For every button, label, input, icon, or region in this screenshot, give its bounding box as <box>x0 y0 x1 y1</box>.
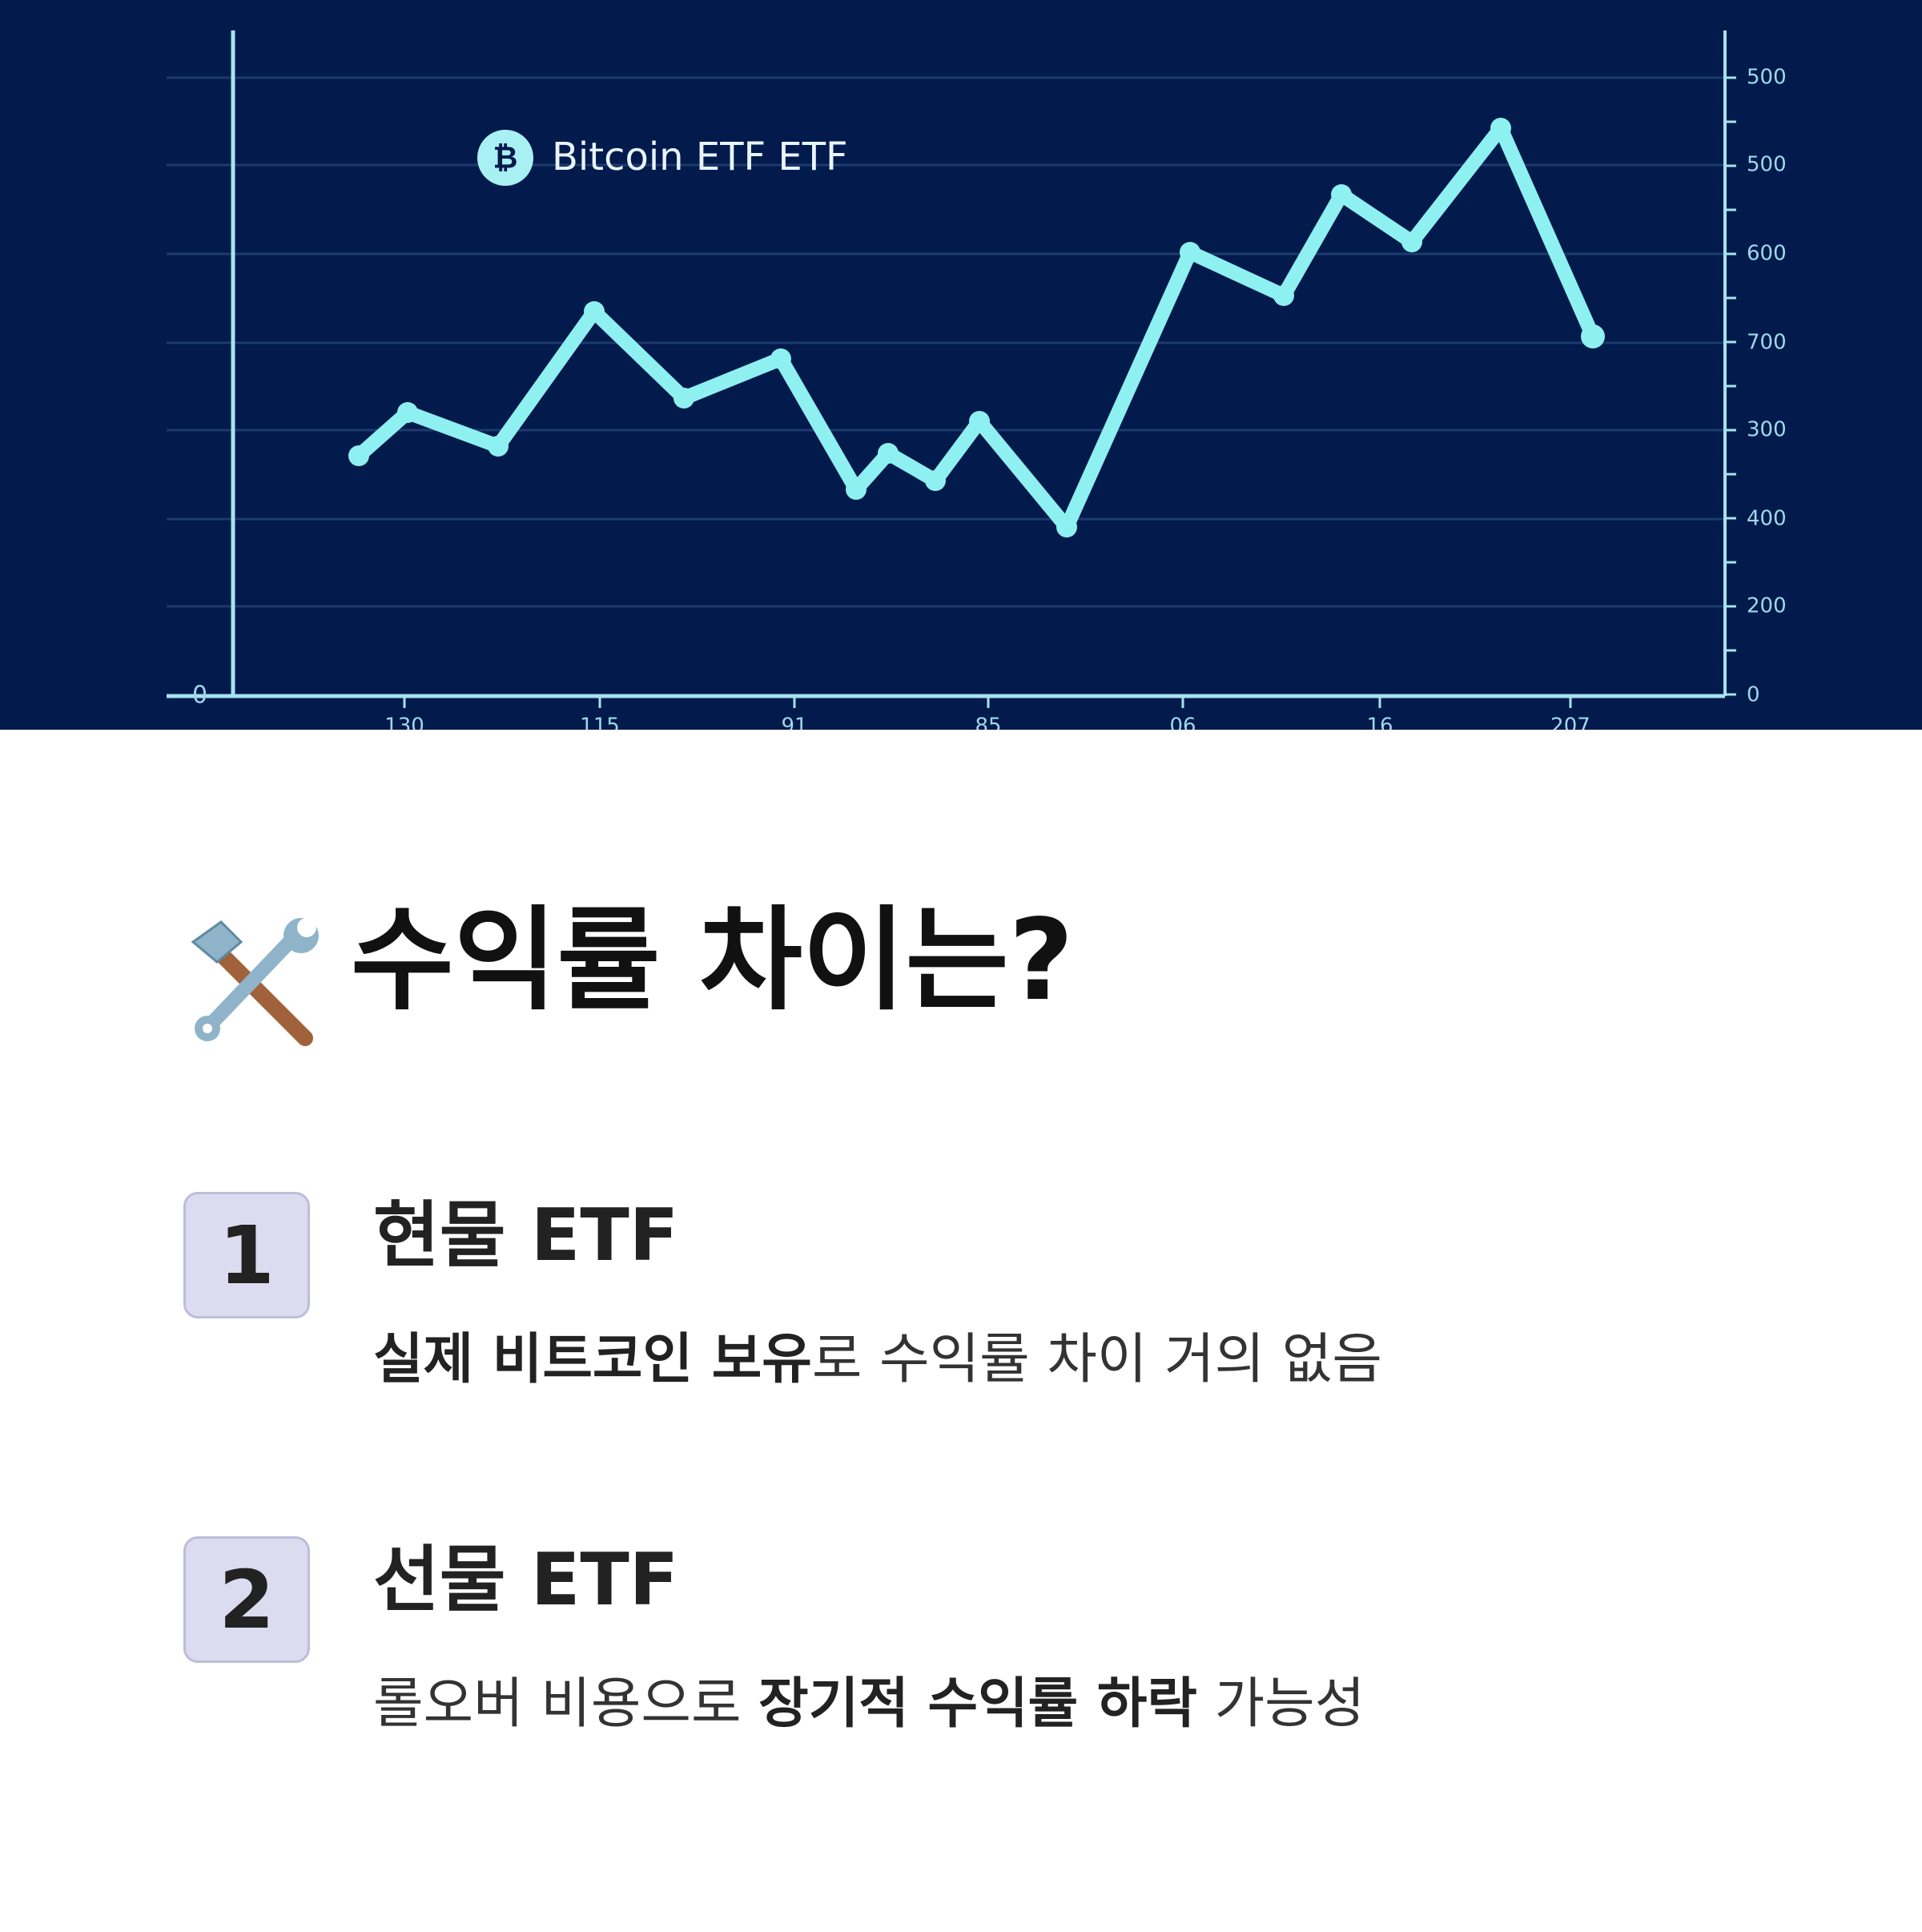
body-text: 롤오버 비용으로 <box>373 1672 759 1736</box>
tools-icon <box>191 918 319 1046</box>
emphasis-text: 장기적 수익률 하락 <box>758 1672 1197 1736</box>
bottom-label: 16 <box>1366 714 1393 731</box>
bottom-label: 85 <box>975 714 1001 731</box>
grid: 130 115 91 85 06 16 207 <box>167 76 1736 731</box>
bottom-label: 207 <box>1550 714 1590 731</box>
right-label: 600 <box>1747 242 1787 266</box>
number-badge: 2 <box>183 1536 310 1663</box>
right-label: 200 <box>1747 594 1787 618</box>
heading-title: 수익률 차이는? <box>351 896 1074 1026</box>
bottom-label: 91 <box>781 714 807 731</box>
emphasis-text: 실제 비트코인 보유 <box>373 1328 812 1391</box>
bottom-label: 115 <box>580 714 620 731</box>
legend-icon <box>477 130 533 186</box>
hero-chart: 130 115 91 85 06 16 207 0 ₿ Bitcoin ETF ETF 50… <box>0 0 1922 730</box>
item-title: 선물 ETF <box>373 1538 679 1622</box>
legend-label: Bitcoin ETF ETF <box>552 135 848 179</box>
bottom-label: 130 <box>384 714 424 731</box>
right-label: 400 <box>1747 507 1787 531</box>
body-text: 로 수익률 차이 거의 없음 <box>811 1328 1382 1391</box>
number-badge: 1 <box>183 1192 310 1318</box>
item-description: 실제 비트코인 보유로 수익률 차이 거의 없음 <box>373 1333 1382 1387</box>
right-label: 500 <box>1747 66 1787 90</box>
right-label: 500 <box>1747 153 1787 177</box>
body-text: 가능성 <box>1197 1672 1365 1736</box>
right-label: 300 <box>1747 418 1787 442</box>
chart-background <box>0 0 1922 730</box>
item-title: 현물 ETF <box>373 1193 679 1278</box>
right-label: 0 <box>1747 683 1760 707</box>
line-dots <box>348 118 1605 537</box>
right-label: 700 <box>1747 331 1787 355</box>
legend-icon-glyph: ₿ <box>493 140 518 175</box>
bottom-label: 06 <box>1169 714 1196 731</box>
item-description: 롤오버 비용으로 장기적 수익률 하락 가능성 <box>373 1677 1365 1732</box>
left-label: 0 <box>192 682 207 710</box>
